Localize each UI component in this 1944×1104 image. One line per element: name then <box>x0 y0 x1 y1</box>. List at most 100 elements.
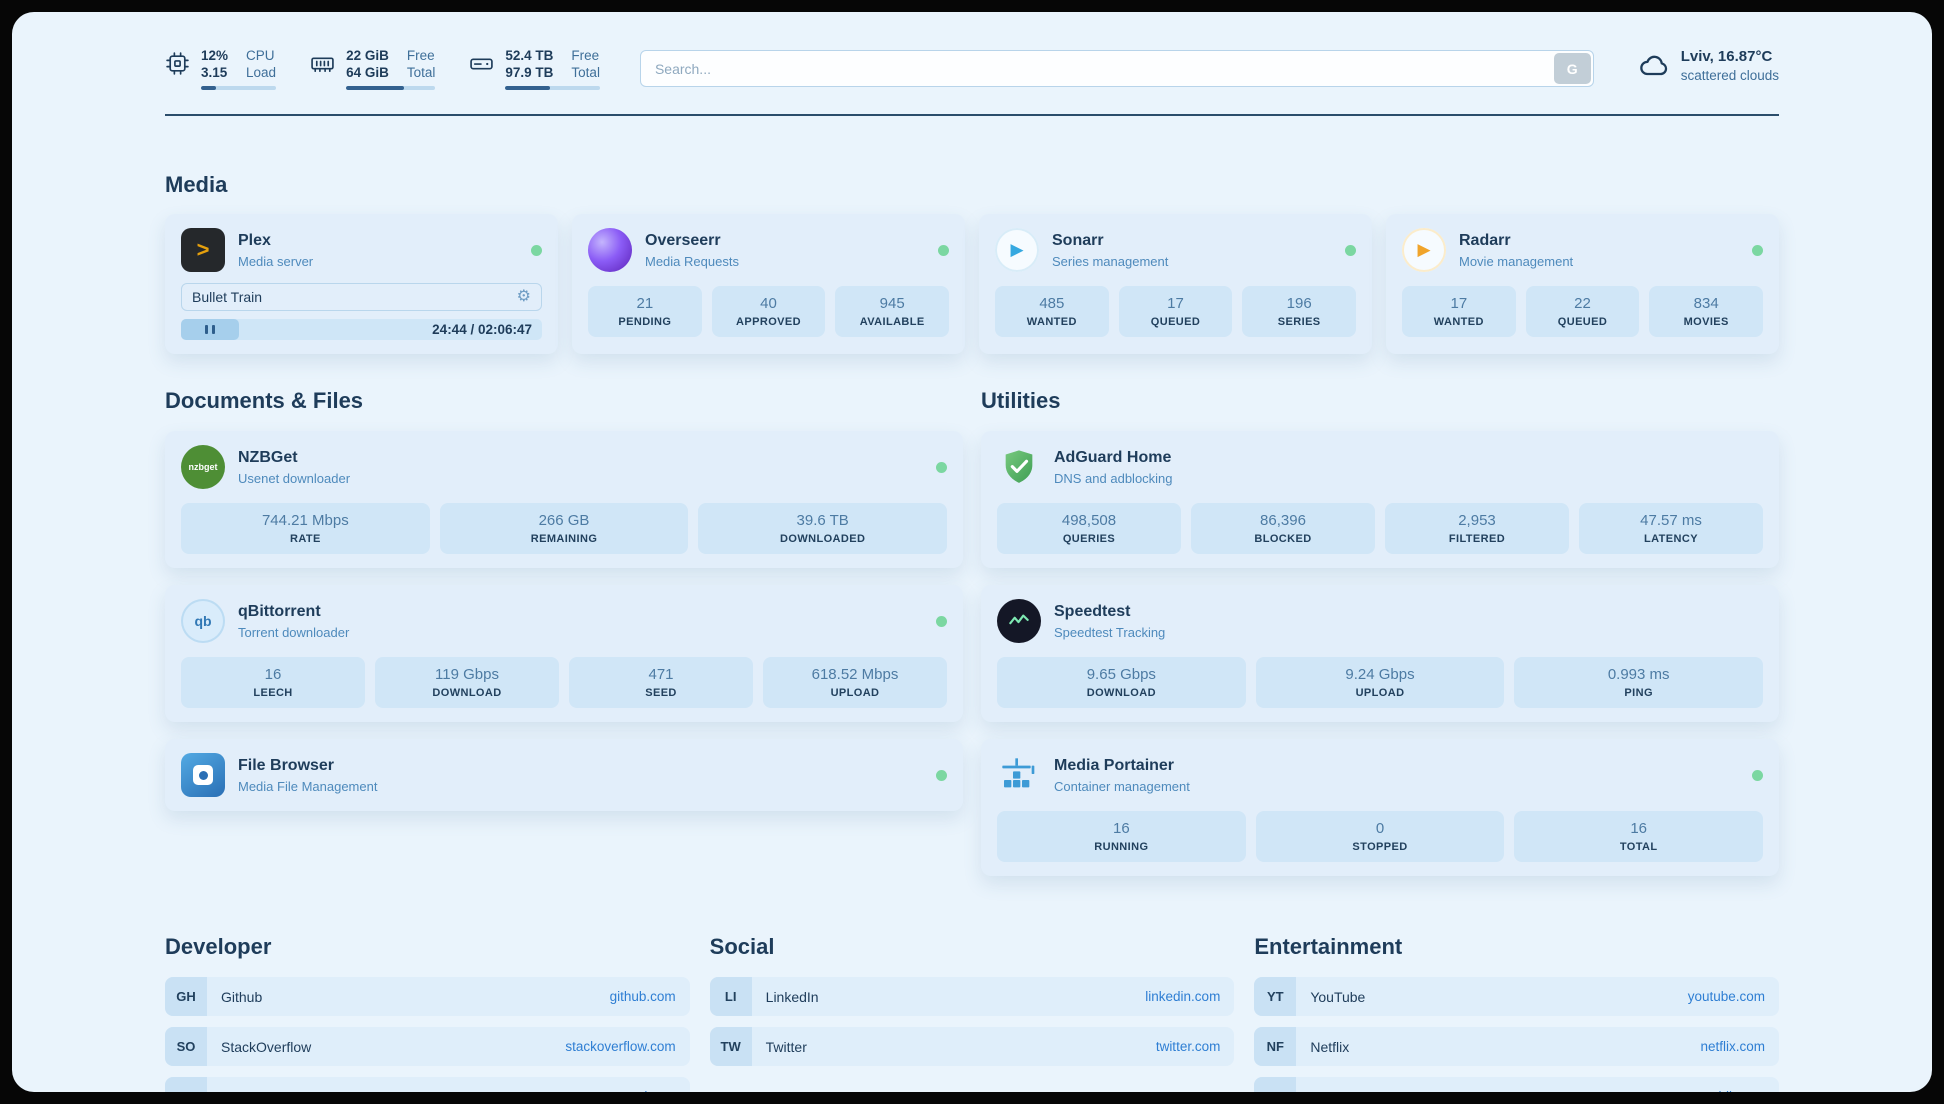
weather-widget: Lviv, 16.87°C scattered clouds <box>1638 48 1779 83</box>
bookmark-name: YouTube <box>1310 988 1366 1005</box>
disk-total-label: Total <box>571 65 600 80</box>
stackoverflow-abbr-tile: SO <box>165 1027 207 1066</box>
developer-section-title: Developer <box>165 934 272 959</box>
search-bar: G <box>639 50 1594 87</box>
cpu-metric: 12% 3.15 CPU Load <box>165 48 277 90</box>
bookmark-stackoverflow[interactable]: SO StackOverflow stackoverflow.com <box>165 1027 690 1066</box>
bookmark-name: Twitter <box>765 1038 807 1055</box>
stat-value: 485 <box>1039 295 1065 312</box>
stat-label: PENDING <box>618 316 672 328</box>
bookmark-dev[interactable]: DT DEV dev.to <box>165 1077 690 1092</box>
memory-total-label: Total <box>406 65 436 80</box>
bookmark-link[interactable]: netflix.com <box>1700 1039 1765 1054</box>
stat-label: DOWNLOAD <box>432 687 502 699</box>
gear-icon[interactable]: ⚙ <box>516 288 531 305</box>
memory-free-label: Free <box>406 48 435 63</box>
service-name: qBittorrent <box>238 602 321 620</box>
netflix-abbr-tile: NF <box>1254 1027 1297 1066</box>
service-card-filebrowser[interactable]: File Browser Media File Management <box>165 739 963 811</box>
stat-label: DOWNLOADED <box>780 533 866 545</box>
service-name: Media Portainer <box>1054 756 1175 774</box>
bookmark-group-developer: Developer GH Github github.com SO StackO… <box>165 934 690 1092</box>
bookmark-name: LinkedIn <box>765 988 819 1005</box>
stat-box: 119 Gbps DOWNLOAD <box>375 657 559 708</box>
service-card-adguard[interactable]: AdGuard Home DNS and adblocking 498,508 … <box>981 431 1779 568</box>
bookmark-youtube[interactable]: YT YouTube youtube.com <box>1254 977 1779 1016</box>
service-subtitle: Media server <box>238 253 314 269</box>
sonarr-icon: ▶ <box>995 228 1039 272</box>
status-dot <box>936 615 947 627</box>
status-dot <box>936 769 947 781</box>
service-card-speedtest[interactable]: Speedtest Speedtest Tracking 9.65 Gbps D… <box>981 585 1779 722</box>
bookmark-link[interactable]: github.com <box>609 989 676 1004</box>
bookmark-name: StackOverflow <box>221 1038 312 1055</box>
bookmark-link[interactable]: linkedin.com <box>1145 989 1221 1004</box>
memory-total-value: 64 GiB <box>346 65 389 80</box>
service-card-qbittorrent[interactable]: qb qBittorrent Torrent downloader 16 LEE… <box>165 585 963 722</box>
status-dot <box>1752 244 1763 256</box>
stat-label: LEECH <box>253 687 293 699</box>
stat-value: 9.65 Gbps <box>1086 666 1156 683</box>
reddit-abbr-tile: RE <box>1254 1077 1297 1092</box>
bookmark-link[interactable]: dev.to <box>640 1089 676 1092</box>
stat-value: 86,396 <box>1260 512 1306 529</box>
stat-label: RUNNING <box>1094 841 1149 853</box>
radarr-icon: ▶ <box>1402 228 1446 272</box>
service-card-nzbget[interactable]: nzbget NZBGet Usenet downloader 744.21 M… <box>165 431 963 568</box>
media-grid: > Plex Media server Bullet Train ⚙ 24:44… <box>165 214 1779 354</box>
documents-utilities-grid: Documents & Files Utilities nzbget NZBGe… <box>165 388 1779 876</box>
stat-label: QUERIES <box>1062 533 1116 545</box>
stat-value: 2,953 <box>1458 512 1496 529</box>
service-name: Overseerr <box>645 231 721 249</box>
service-card-plex[interactable]: > Plex Media server Bullet Train ⚙ 24:44… <box>165 214 558 354</box>
system-metrics: 12% 3.15 CPU Load <box>165 48 600 90</box>
disk-free-value: 52.4 TB <box>505 48 554 63</box>
bookmark-twitter[interactable]: TW Twitter twitter.com <box>709 1027 1235 1066</box>
stat-label: SEED <box>645 687 677 699</box>
bookmark-link[interactable]: reddit.com <box>1702 1089 1765 1092</box>
disk-icon <box>470 58 494 70</box>
bookmark-link[interactable]: stackoverflow.com <box>565 1039 676 1054</box>
bookmark-link[interactable]: twitter.com <box>1155 1039 1221 1054</box>
service-card-overseerr[interactable]: Overseerr Media Requests 21 PENDING 40 A… <box>572 214 965 354</box>
service-card-portainer[interactable]: Media Portainer Container management 16 … <box>981 739 1779 876</box>
radarr-icon-glyph: ▶ <box>1417 240 1431 259</box>
stat-label: STOPPED <box>1352 841 1408 853</box>
stat-value: 40 <box>760 295 777 312</box>
stat-box: 86,396 BLOCKED <box>1191 503 1375 554</box>
stat-box: 485 WANTED <box>995 286 1109 337</box>
service-name: Sonarr <box>1052 231 1104 249</box>
pause-icon[interactable] <box>181 319 239 340</box>
qbittorrent-icon: qb <box>181 599 225 643</box>
stat-value: 744.21 Mbps <box>261 512 349 529</box>
stat-value: 119 Gbps <box>435 666 499 683</box>
github-abbr-tile: GH <box>165 977 207 1016</box>
stat-box: 39.6 TB DOWNLOADED <box>698 503 948 554</box>
plex-icon: > <box>181 228 225 272</box>
service-card-sonarr[interactable]: ▶ Sonarr Series management 485 WANTED 17… <box>979 214 1372 354</box>
cpu-usage-value: 12% <box>201 48 229 63</box>
stat-value: 266 GB <box>538 512 590 529</box>
bookmark-link[interactable]: youtube.com <box>1687 989 1765 1004</box>
stat-value: 16 <box>1112 820 1130 837</box>
stat-label: AVAILABLE <box>859 316 925 328</box>
stat-value: 834 <box>1693 295 1719 312</box>
stat-box: 17 QUEUED <box>1118 286 1233 337</box>
search-input[interactable] <box>639 50 1594 87</box>
sonarr-icon-glyph: ▶ <box>1010 240 1024 259</box>
service-name: NZBGet <box>238 448 298 466</box>
nzbget-icon: nzbget <box>181 445 225 489</box>
stat-value: 17 <box>1167 295 1184 312</box>
bookmark-github[interactable]: GH Github github.com <box>165 977 690 1016</box>
service-subtitle: Usenet downloader <box>238 470 351 486</box>
stat-box: 498,508 QUERIES <box>997 503 1181 554</box>
stat-value: 47.57 ms <box>1640 512 1702 529</box>
media-section-title: Media <box>165 172 228 197</box>
stat-box: 0.993 ms PING <box>1514 657 1764 708</box>
search-provider-button[interactable]: G <box>1553 53 1591 84</box>
service-card-radarr[interactable]: ▶ Radarr Movie management 17 WANTED 22 Q… <box>1386 214 1779 354</box>
bookmark-reddit[interactable]: RE Reddit reddit.com <box>1254 1077 1779 1092</box>
stat-label: TOTAL <box>1619 841 1658 853</box>
bookmark-linkedin[interactable]: LI LinkedIn linkedin.com <box>709 977 1235 1016</box>
bookmark-netflix[interactable]: NF Netflix netflix.com <box>1254 1027 1779 1066</box>
